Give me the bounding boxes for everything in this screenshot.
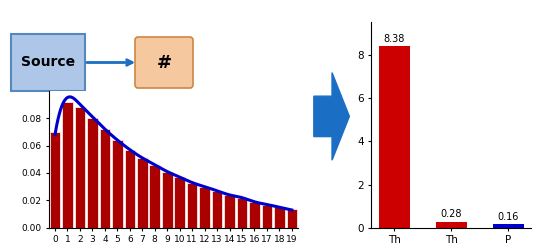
Bar (187, 183, 197, 228)
Bar (274, 207, 285, 228)
Text: Source: Source (21, 56, 75, 70)
Bar (125, 150, 135, 228)
Bar (137, 158, 147, 228)
Bar (262, 205, 272, 228)
Bar (112, 140, 122, 228)
Bar (87, 118, 98, 228)
Text: 0.16: 0.16 (498, 212, 519, 222)
Bar (100, 129, 110, 228)
FancyArrow shape (314, 73, 350, 160)
Text: 0.28: 0.28 (441, 209, 462, 219)
Text: Photon-number
resolving detector: Photon-number resolving detector (122, 91, 205, 112)
Bar (224, 195, 235, 228)
Bar (162, 172, 172, 228)
Bar (436, 222, 467, 228)
Bar (212, 191, 222, 228)
Bar (150, 165, 160, 228)
Bar (493, 224, 524, 228)
Bar (287, 209, 297, 228)
FancyBboxPatch shape (135, 37, 193, 88)
Bar (378, 46, 410, 228)
Text: 8.38: 8.38 (384, 34, 405, 44)
Bar (237, 198, 247, 228)
FancyBboxPatch shape (11, 34, 85, 91)
Bar (75, 107, 85, 228)
Bar (62, 102, 73, 228)
Bar (199, 187, 210, 228)
Text: #: # (157, 53, 172, 72)
Bar (249, 202, 260, 228)
Bar (50, 132, 60, 228)
Bar (175, 177, 185, 228)
